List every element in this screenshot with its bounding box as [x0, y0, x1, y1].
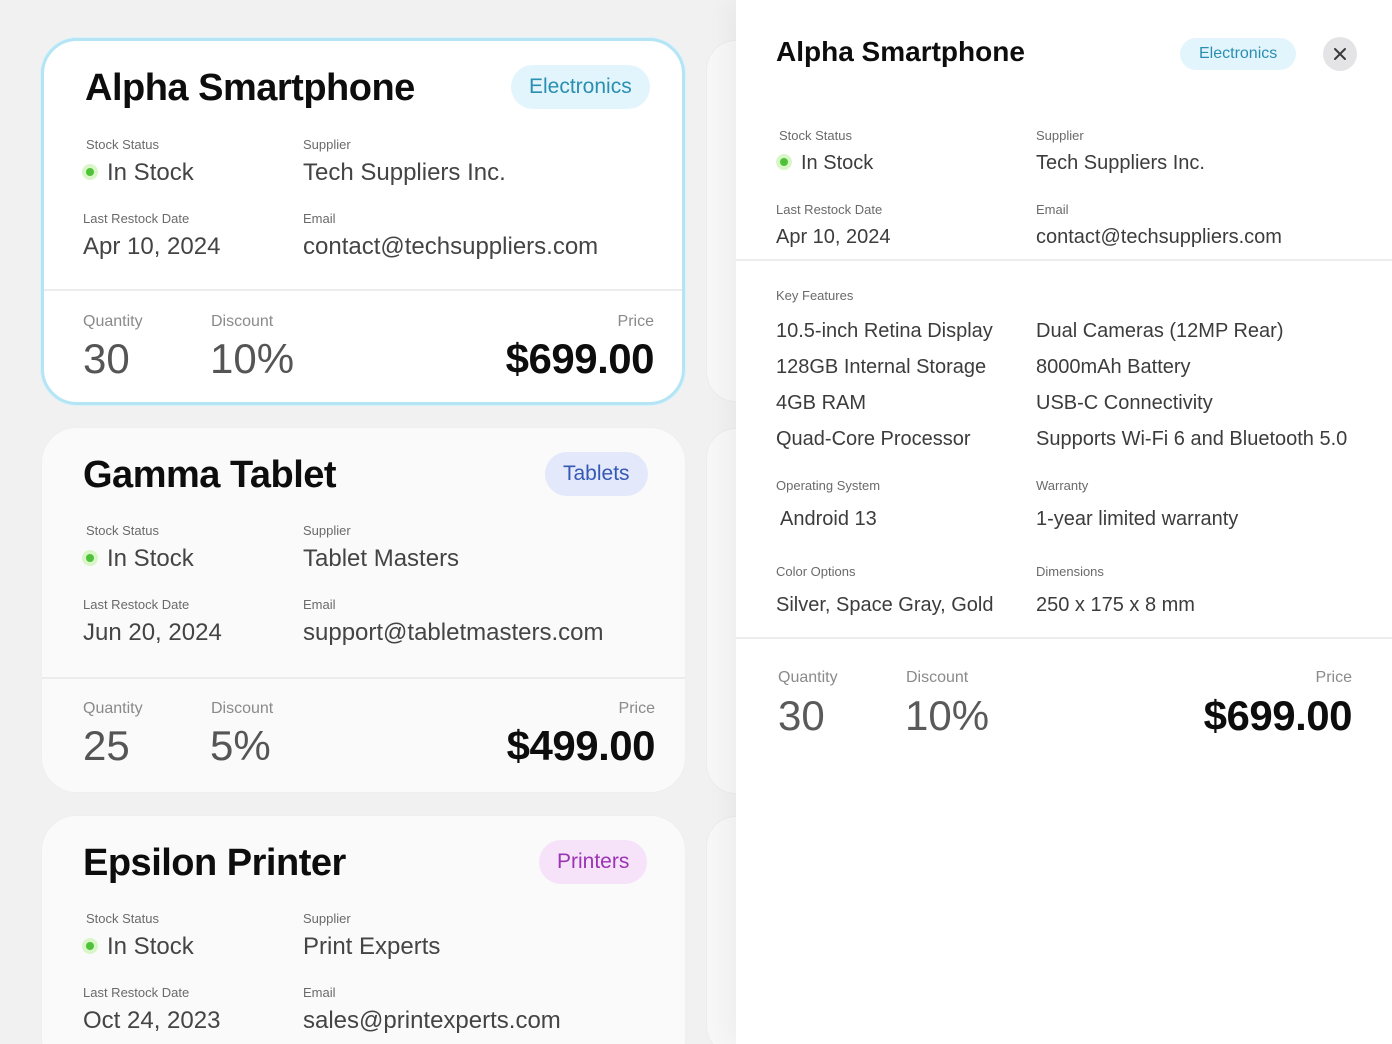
stock-status-label: Stock Status	[86, 137, 159, 152]
category-badge: Printers	[539, 840, 648, 884]
feature-item: 4GB RAM	[776, 392, 867, 414]
supplier-name: Tech Suppliers Inc.	[303, 159, 506, 186]
in-stock-dot-icon	[82, 549, 98, 566]
product-card-gamma-tablet[interactable]: Gamma Tablet Tablets Stock Status In Sto…	[41, 427, 686, 793]
discount-value: 5%	[210, 722, 271, 769]
feature-item: Supports Wi-Fi 6 and Bluetooth 5.0	[1036, 428, 1348, 450]
os-value: Android 13	[780, 508, 877, 530]
detail-email-label: Email	[1036, 202, 1069, 217]
product-card-alpha-smartphone[interactable]: Alpha Smartphone Electronics Stock Statu…	[41, 38, 685, 405]
supplier-email[interactable]: support@tabletmasters.com	[303, 619, 604, 646]
dimensions-label: Dimensions	[1036, 564, 1104, 579]
detail-email[interactable]: contact@techsuppliers.com	[1036, 226, 1282, 248]
detail-restock-label: Last Restock Date	[776, 202, 883, 217]
stock-status: In Stock	[82, 159, 194, 187]
quantity-label: Quantity	[83, 313, 143, 330]
price-value: $499.00	[506, 722, 656, 769]
product-title: Gamma Tablet	[83, 454, 337, 496]
dimensions-value: 250 x 175 x 8 mm	[1036, 594, 1195, 616]
feature-item: USB-C Connectivity	[1036, 392, 1213, 414]
color-options-value: Silver, Space Gray, Gold	[776, 594, 994, 616]
card-footer: Quantity 25 Discount 5% Price $499.00	[42, 678, 685, 792]
price-value: $699.00	[505, 335, 655, 382]
restock-label: Last Restock Date	[83, 985, 190, 1000]
detail-discount-value: 10%	[905, 692, 990, 739]
detail-price-value: $699.00	[1203, 692, 1353, 739]
quantity-value: 25	[83, 722, 130, 769]
quantity-value: 30	[83, 335, 130, 382]
os-label: Operating System	[776, 478, 881, 493]
in-stock-dot-icon	[776, 153, 792, 170]
stock-status: In Stock	[82, 933, 194, 961]
detail-category-badge: Electronics	[1180, 38, 1297, 70]
in-stock-dot-icon	[82, 163, 98, 180]
stock-status-label: Stock Status	[86, 911, 159, 926]
restock-date: Apr 10, 2024	[83, 233, 221, 260]
restock-date: Oct 24, 2023	[83, 1007, 221, 1034]
supplier-label: Supplier	[303, 137, 351, 152]
detail-quantity-label: Quantity	[778, 669, 838, 686]
supplier-label: Supplier	[303, 911, 351, 926]
detail-stock-status: In Stock	[776, 152, 873, 175]
feature-item: 128GB Internal Storage	[776, 356, 987, 378]
restock-label: Last Restock Date	[83, 211, 190, 226]
warranty-label: Warranty	[1036, 478, 1089, 493]
detail-divider	[736, 637, 1392, 639]
product-title: Epsilon Printer	[83, 842, 346, 884]
card-divider	[44, 289, 682, 291]
detail-supplier-label: Supplier	[1036, 128, 1084, 143]
price-label: Price	[617, 313, 654, 330]
restock-date: Jun 20, 2024	[83, 619, 222, 646]
detail-stock-status-label: Stock Status	[779, 128, 852, 143]
card-divider	[42, 677, 685, 679]
key-features-label: Key Features	[776, 288, 854, 303]
supplier-email[interactable]: sales@printexperts.com	[303, 1007, 561, 1034]
price-label: Price	[618, 700, 655, 717]
discount-value: 10%	[210, 335, 295, 382]
warranty-value: 1-year limited warranty	[1036, 508, 1239, 530]
card-header: Gamma Tablet Tablets Stock Status In Sto…	[42, 428, 685, 676]
detail-restock-date: Apr 10, 2024	[776, 226, 891, 248]
feature-item: Quad-Core Processor	[776, 428, 971, 450]
quantity-label: Quantity	[83, 700, 143, 717]
product-title: Alpha Smartphone	[85, 67, 415, 109]
stock-status: In Stock	[82, 545, 194, 573]
product-card-epsilon-printer[interactable]: Epsilon Printer Printers Stock Status In…	[41, 815, 686, 1044]
category-badge: Tablets	[545, 452, 648, 496]
detail-discount-label: Discount	[906, 669, 969, 686]
feature-item: Dual Cameras (12MP Rear)	[1036, 320, 1284, 342]
in-stock-dot-icon	[82, 937, 98, 954]
close-icon	[1334, 48, 1346, 60]
card-header: Alpha Smartphone Electronics Stock Statu…	[44, 41, 682, 289]
detail-price-label: Price	[1315, 669, 1352, 686]
email-label: Email	[303, 985, 336, 1000]
supplier-label: Supplier	[303, 523, 351, 538]
feature-item: 10.5-inch Retina Display	[776, 320, 993, 342]
supplier-name: Tablet Masters	[303, 545, 460, 572]
supplier-name: Print Experts	[303, 933, 441, 960]
discount-label: Discount	[211, 700, 274, 717]
supplier-email[interactable]: contact@techsuppliers.com	[303, 233, 599, 260]
card-footer: Quantity 30 Discount 10% Price $699.00	[44, 291, 682, 402]
detail-title: Alpha Smartphone	[776, 36, 1025, 67]
stock-status-label: Stock Status	[86, 523, 159, 538]
discount-label: Discount	[211, 313, 274, 330]
email-label: Email	[303, 211, 336, 226]
detail-supplier: Tech Suppliers Inc.	[1036, 152, 1205, 174]
category-badge: Electronics	[511, 65, 650, 109]
feature-item: 8000mAh Battery	[1036, 356, 1191, 378]
detail-divider	[736, 259, 1392, 261]
detail-quantity-value: 30	[778, 692, 825, 739]
card-header: Epsilon Printer Printers Stock Status In…	[42, 816, 685, 1044]
color-options-label: Color Options	[776, 564, 856, 579]
close-button[interactable]	[1323, 37, 1357, 71]
restock-label: Last Restock Date	[83, 597, 190, 612]
product-detail-panel: Alpha Smartphone Electronics Stock Statu…	[736, 0, 1392, 1044]
email-label: Email	[303, 597, 336, 612]
